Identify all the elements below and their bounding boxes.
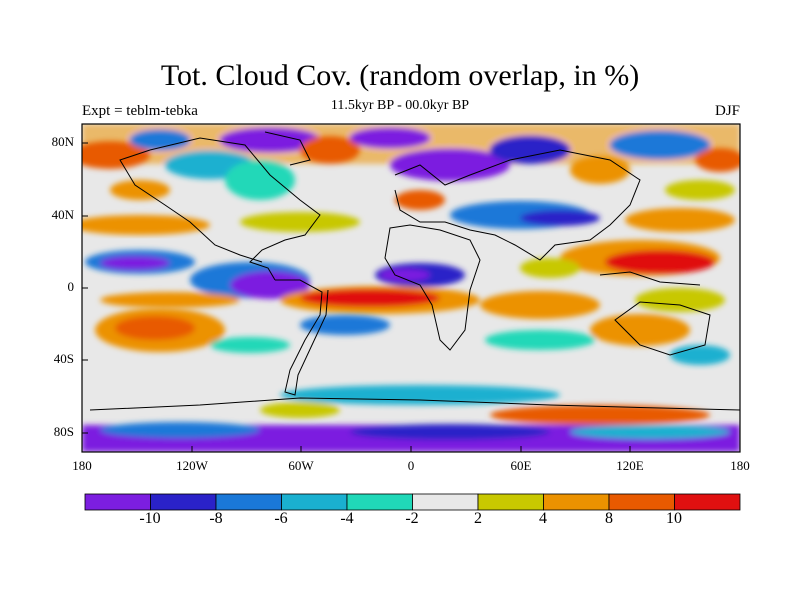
lat-tick-label: 40S <box>53 351 74 366</box>
colorbar-swatch <box>608 493 675 511</box>
colorbar-tick-label: -8 <box>209 510 223 527</box>
colorbar-tick-label: 8 <box>605 510 613 527</box>
lon-tick-label: 120E <box>616 458 644 473</box>
lat-tick-label: 80S <box>53 424 74 439</box>
colorbar-tick-label: 2 <box>474 510 482 527</box>
map-title: Tot. Cloud Cov. (random overlap, in %) <box>160 59 640 92</box>
colorbar-tick-label: -4 <box>340 510 354 527</box>
colorbar-tick-label: -2 <box>405 510 419 527</box>
lon-tick-label: 0 <box>407 458 415 473</box>
colorbar-swatch <box>150 493 217 511</box>
lon-tick-label: 60W <box>288 458 314 473</box>
colorbar <box>84 493 741 511</box>
lon-tick-label: 180 <box>72 458 92 473</box>
colorbar-tick-label: 10 <box>666 510 682 527</box>
colorbar-swatch <box>215 493 282 511</box>
lon-tick-label: 60E <box>510 458 532 473</box>
colorbar-swatch <box>543 493 610 511</box>
experiment-label: Expt = teblm-tebka <box>82 103 198 119</box>
colorbar-swatch <box>281 493 348 511</box>
lat-tick-label: 0 <box>67 279 75 294</box>
axis-ticks <box>81 142 741 452</box>
lat-tick-label: 40N <box>51 207 74 222</box>
colorbar-tick-label: 4 <box>539 510 547 527</box>
colorbar-swatch <box>346 493 413 511</box>
colorbar-swatch <box>84 493 151 511</box>
colorbar-tick-label: -6 <box>274 510 288 527</box>
coastlines <box>89 131 740 411</box>
colorbar-tick-label: -10 <box>139 510 161 527</box>
colorbar-swatch <box>674 493 741 511</box>
colorbar-swatch <box>412 493 479 511</box>
lon-tick-label: 180 <box>730 458 750 473</box>
season-label: DJF <box>714 103 740 119</box>
lon-tick-label: 120W <box>176 458 208 473</box>
lat-tick-label: 80N <box>51 134 74 149</box>
map-subtitle: 11.5kyr BP - 00.0kyr BP <box>330 98 470 113</box>
cloud-field <box>82 124 740 452</box>
colorbar-swatch <box>477 493 544 511</box>
